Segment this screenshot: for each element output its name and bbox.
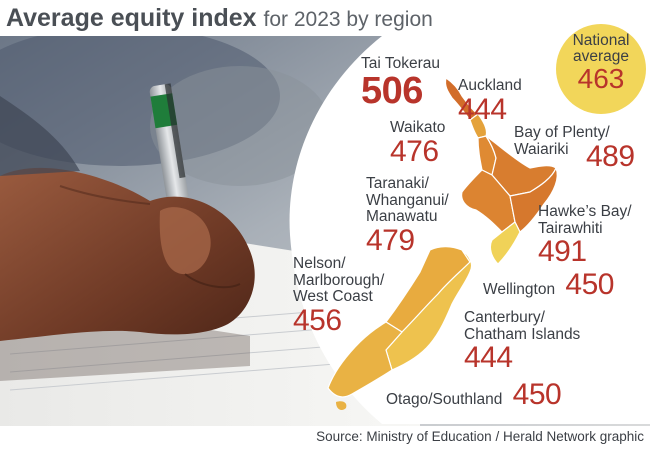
label-hawkes-bay: Hawke’s Bay/ Tairawhiti 491 [538,203,632,268]
national-average-value: 463 [577,63,625,94]
national-average-label: National average [572,32,630,65]
title-main: Average equity index [6,4,257,32]
region-name: Hawke’s Bay/ Tairawhiti [538,203,632,237]
label-nelson: Nelson/ Marlborough/ West Coast 456 [293,255,385,337]
region-value: 476 [390,134,439,168]
region-value: 479 [366,223,415,257]
label-waikato: Waikato 476 [390,119,446,168]
region-name: Auckland [458,77,522,94]
region-value: 450 [512,378,562,411]
region-name: Canterbury/ Chatham Islands [464,309,581,343]
region-value: 450 [565,268,614,301]
region-value: 444 [464,341,513,374]
label-tai-tokerau: Tai Tokerau 506 [361,55,440,112]
region-name: Tai Tokerau [361,55,440,72]
region-wellington [489,221,521,265]
label-wellington: Wellington 450 [483,270,614,300]
region-canterbury [385,249,473,371]
label-otago: Otago/Southland 450 [386,378,562,411]
region-name: Wellington [483,281,556,298]
region-value: 456 [293,303,342,337]
label-canterbury: Canterbury/ Chatham Islands 444 [464,309,581,374]
region-name: Taranaki/ Whanganui/ Manawatu [366,175,449,225]
region-value: 506 [361,69,423,112]
national-average-badge: National average 463 [556,24,646,114]
stewart-island [336,401,347,410]
title-sub: for 2023 by region [263,8,433,31]
region-value: 491 [538,235,587,268]
region-value: 489 [586,140,635,173]
chart-title: Average equity index for 2023 by region [6,4,433,33]
region-otago [327,321,403,398]
region-name: Bay of Plenty/ Waiariki [514,124,610,158]
region-name: Otago/Southland [386,391,503,408]
region-hawkes-bay [509,166,558,233]
source-credit: Source: Ministry of Education / Herald N… [316,429,644,444]
label-auckland: Auckland 444 [458,77,522,126]
region-name: Waikato [390,119,446,136]
region-name: Nelson/ Marlborough/ West Coast [293,255,385,305]
region-taranaki [461,169,516,233]
label-taranaki: Taranaki/ Whanganui/ Manawatu 479 [366,175,449,257]
label-bay-of-plenty: Bay of Plenty/ Waiariki [514,124,610,158]
label-bay-of-plenty-value: 489 [586,142,635,172]
region-value: 444 [458,92,507,126]
